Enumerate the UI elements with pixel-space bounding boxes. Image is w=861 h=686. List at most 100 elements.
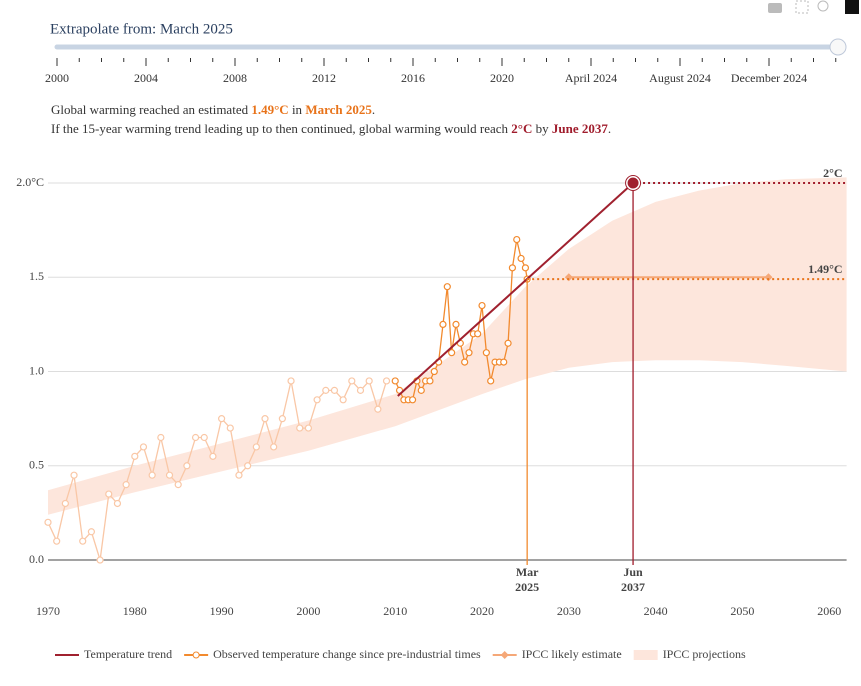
summary-part: 2°C [511,121,532,136]
observed-point [339,396,347,404]
marker-label: Jun [623,565,643,579]
observed-point [183,462,191,470]
y-tick-label: 0.0 [29,552,44,566]
summary-part: Global warming reached an estimated [51,102,251,117]
x-tick-label: 2060 [817,604,841,618]
camera-icon[interactable] [768,3,782,13]
slider-tick-label: 2012 [312,71,336,85]
observed-point [517,254,525,263]
observed-point [53,537,61,545]
x-tick-label: 1980 [123,604,147,618]
observed-point [131,452,139,460]
observed-point [452,320,460,328]
observed-point [113,499,122,508]
trend-line [397,182,634,397]
y-tick-label: 0.5 [29,458,44,472]
observed-point [200,433,208,442]
legend-swatch [633,650,658,660]
slider-tick-label: 2000 [45,71,69,85]
observed-point [426,377,434,385]
observed-point [252,443,260,451]
threshold-label: 2°C [823,166,842,180]
observed-point [105,490,113,498]
marker-label: Mar [516,565,539,579]
observed-point [226,424,234,432]
observed-point [513,235,521,244]
observed-point [313,396,321,404]
observed-point [330,386,339,394]
observed-point [521,264,530,272]
observed-point [487,377,495,385]
observed-point [87,528,96,536]
summary-line: Global warming reached an estimated 1.49… [51,102,375,117]
x-tick-label: 2020 [470,604,494,618]
observed-point [70,471,78,479]
observed-point [356,386,365,394]
summary-part: in [289,102,306,117]
projection-band [48,177,847,515]
observed-point [408,396,417,404]
observed-point [287,377,295,385]
observed-point [270,443,278,451]
legend-marker [192,651,200,659]
observed-point [174,481,182,489]
marker-label: 2025 [515,580,539,594]
slider-handle[interactable] [829,38,847,56]
slider-tick-label: April 2024 [565,71,617,85]
observed-point [417,386,425,394]
observed-point [382,377,391,385]
observed-point [322,386,330,394]
slider-tick-label: December 2024 [731,71,807,85]
observed-point [500,358,508,366]
slider-tick-label: 2008 [223,71,247,85]
summary-part: March 2025 [305,102,372,117]
trend-endpoint-ring [625,175,642,192]
slider-tick-label: August 2024 [649,71,711,85]
observed-point [209,452,217,460]
observed-point [96,556,104,564]
x-tick-label: 1970 [36,604,60,618]
observed-point [218,415,226,423]
legend-text: IPCC likely estimate [522,647,622,661]
observed-point [430,367,438,376]
x-tick-label: 2010 [383,604,407,618]
trend-endpoint [625,175,641,191]
observed-point [296,424,304,432]
observed-point [261,415,269,423]
observed-point [244,462,252,470]
observed-point [79,537,87,545]
observed-point [482,349,490,357]
toolbar [768,0,859,14]
observed-point [474,330,482,338]
summary-part: 1.49°C [251,102,288,117]
observed-point [235,471,243,479]
observed-point [165,471,174,479]
x-tick-label: 2030 [557,604,581,618]
legend: Temperature trend Observed temperature ch… [55,647,746,661]
observed-point [478,301,486,310]
observed-point [61,499,69,508]
legend-marker [500,651,509,659]
slider-tick-label: 2004 [134,71,158,85]
observed-line [47,379,388,561]
y-tick-label: 2.0°C [16,175,44,189]
observed-point [443,283,451,291]
summary-part: . [372,102,375,117]
observed-point [122,481,130,489]
observed-point [148,471,156,479]
plot: 0.0 0.5 1.0 1.5 2.0°C 1970 1980 1990 2000 2010 202… [16,166,847,618]
observed-point [508,264,517,272]
logo-icon[interactable] [845,0,859,14]
summary-part: June 2037 [552,121,608,136]
observed-point [461,358,469,366]
y-tick-label: 1.5 [29,269,44,283]
x-tick-label: 2050 [730,604,754,618]
slider-tick-label: 2016 [401,71,425,85]
lasso-icon[interactable] [817,0,829,12]
summary-part: If the 15-year warming trend leading up … [51,121,511,136]
marker-label: 2037 [621,580,645,594]
y-tick-label: 1.0 [29,363,44,377]
select-icon[interactable] [795,0,809,14]
observed-point [465,349,473,357]
x-tick-label: 2040 [644,604,668,618]
